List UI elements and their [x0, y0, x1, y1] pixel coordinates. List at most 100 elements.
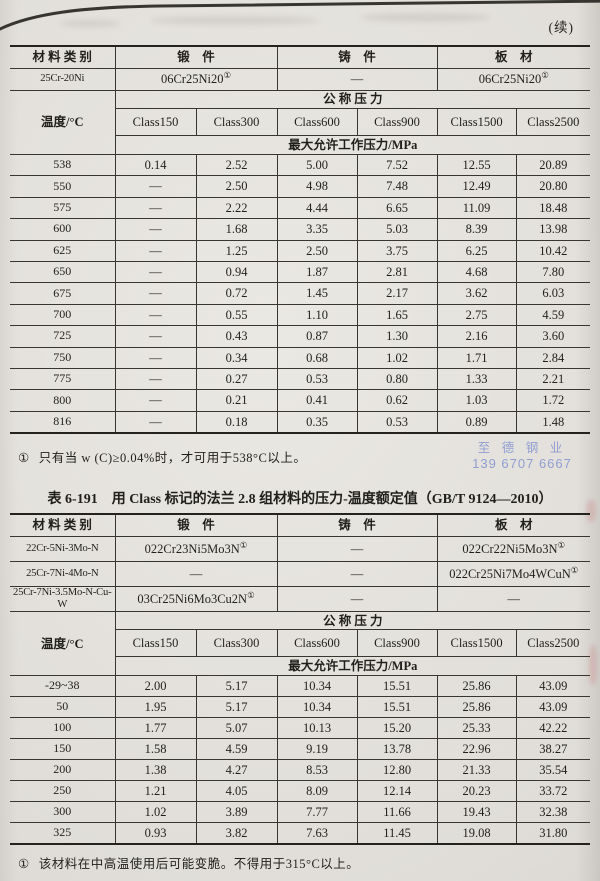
pressure-value-cell: 31.80	[515, 822, 591, 845]
pressure-value-cell: 10.34	[276, 675, 358, 698]
material-grade-cell: —	[276, 585, 438, 613]
footnote-2: ① 该材料在中高温使用后可能变脆。不得用于315°C以上。	[18, 853, 359, 872]
scan-ink-mark	[589, 645, 597, 685]
material-grade-cell: —	[436, 585, 591, 613]
temperature-cell: 750	[10, 346, 116, 369]
pressure-value-cell: 0.87	[276, 325, 358, 348]
table-row: 800—0.21 0.41 0.62 1.03 1.72	[10, 389, 591, 412]
material-row: 25Cr-7Ni-4Mo-N — —022Cr25Ni7Mo4WCuN①	[10, 561, 591, 587]
header-material-category: 材 料 类 别	[10, 513, 116, 537]
pressure-value-cell: 3.89	[195, 801, 278, 824]
header-class300: Class300	[195, 629, 278, 658]
pressure-temperature-table-1: 材 料 类 别 锻 件 铸 件 板 材 25Cr-20Ni 06Cr25Ni20①…	[10, 45, 591, 435]
pressure-value-cell: 25.86	[436, 696, 517, 719]
pressure-value-cell: 0.53	[276, 367, 358, 391]
header-temperature: 温度/°C	[10, 611, 116, 677]
watermark-phone: 139 6707 6667	[472, 456, 572, 471]
pressure-value-cell: —	[114, 196, 197, 220]
temperature-cell: 50	[10, 696, 116, 719]
header-material-category: 材 料 类 别	[10, 45, 116, 69]
pressure-value-cell: 11.66	[356, 801, 438, 824]
pressure-value-cell: 1.10	[276, 303, 358, 327]
table-row: 200 1.38 4.27 8.53 12.80 21.33 35.54	[10, 759, 591, 782]
table-row: 775—0.27 0.53 0.80 1.33 2.21	[10, 367, 591, 391]
header-forging: 锻 件	[114, 45, 278, 69]
temperature-cell: 150	[10, 738, 116, 761]
pressure-value-cell: 0.68	[276, 346, 358, 369]
pressure-value-cell: 0.62	[356, 389, 438, 412]
footnote-mark: ①	[18, 451, 30, 465]
header-class900: Class900	[356, 108, 438, 136]
header-class1500: Class1500	[436, 629, 517, 658]
pressure-value-cell: 7.80	[515, 260, 591, 284]
table-row: 725—0.43 0.87 1.30 2.16 3.60	[10, 325, 591, 348]
pressure-value-cell: 1.02	[356, 346, 438, 369]
material-row: 25Cr-20Ni 06Cr25Ni20① —06Cr25Ni20①	[10, 68, 591, 91]
column-header-row: 材 料 类 别 锻 件 铸 件 板 材	[10, 45, 591, 69]
pressure-value-cell: 5.17	[195, 675, 278, 698]
pressure-value-cell: 8.09	[276, 780, 358, 803]
temperature-cell: 538	[10, 153, 116, 177]
table-row: 575—2.22 4.44 6.65 11.09 18.48	[10, 196, 591, 220]
column-header-row: 材 料 类 别 锻 件 铸 件 板 材	[10, 513, 591, 537]
pressure-value-cell: 8.53	[276, 759, 358, 782]
pressure-value-cell: 1.48	[515, 410, 591, 434]
temperature-cell: 100	[10, 717, 116, 740]
pressure-value-cell: 4.27	[195, 759, 278, 782]
pressure-value-cell: 1.87	[276, 260, 358, 284]
material-grade-cell: —	[114, 561, 278, 587]
temperature-cell: 675	[10, 282, 116, 305]
material-grade-cell: —	[276, 536, 438, 562]
continued-label: (续)	[548, 20, 574, 35]
header-max-working-pressure: 最大允许工作压力/MPa	[115, 135, 591, 155]
header-class2500: Class2500	[515, 108, 591, 136]
header-class2500: Class2500	[515, 629, 591, 658]
pressure-value-cell: 21.33	[436, 759, 517, 782]
pressure-value-cell: —	[114, 282, 197, 305]
pressure-value-cell: 12.49	[436, 175, 517, 198]
pressure-value-cell: 1.58	[114, 738, 197, 761]
pressure-value-cell: 25.86	[436, 675, 517, 698]
pressure-value-cell: 13.98	[515, 218, 591, 241]
pressure-value-cell: —	[114, 175, 197, 198]
table-row: 538 0.14 2.52 5.00 7.52 12.55 20.89	[10, 153, 591, 177]
pressure-value-cell: 1.68	[195, 218, 278, 241]
pressure-value-cell: 1.33	[436, 367, 517, 391]
table-row: 600—1.68 3.35 5.03 8.39 13.98	[10, 218, 591, 241]
pressure-value-cell: 4.59	[195, 738, 278, 761]
pressure-value-cell: —	[114, 346, 197, 369]
pressure-value-cell: 4.05	[195, 780, 278, 803]
header-temperature: 温度/°C	[10, 90, 116, 155]
material-row: 22Cr-5Ni-3Mo-N 022Cr23Ni5Mo3N① —022Cr22Ni5…	[10, 536, 591, 562]
pressure-value-cell: 0.93	[114, 822, 197, 845]
scan-edge-line	[0, 0, 600, 31]
pressure-value-cell: 0.35	[276, 410, 358, 434]
table-row: 300 1.02 3.89 7.77 11.66 19.43 32.38	[10, 801, 591, 824]
pressure-value-cell: 8.39	[436, 218, 517, 241]
pressure-value-cell: 43.09	[515, 696, 591, 719]
pressure-value-cell: 9.19	[276, 738, 358, 761]
pressure-value-cell: 19.43	[436, 801, 517, 824]
material-grade-cell: 06Cr25Ni20①	[436, 68, 591, 91]
material-row: 25Cr-7Ni-3.5Mo-N-Cu-W 03Cr25Ni6Mo3Cu2N① — —	[10, 585, 591, 613]
material-grade-cell: 06Cr25Ni20①	[114, 68, 278, 91]
pressure-value-cell: 2.84	[515, 346, 591, 369]
temperature-cell: -29~38	[10, 675, 116, 698]
pressure-value-cell: 3.62	[436, 282, 517, 305]
pressure-value-cell: 6.65	[356, 196, 438, 220]
scan-smudge	[60, 20, 120, 27]
pressure-value-cell: 2.50	[195, 175, 278, 198]
pressure-value-cell: 2.81	[356, 260, 438, 284]
pressure-value-cell: —	[114, 239, 197, 262]
temperature-cell: 625	[10, 239, 116, 262]
watermark-stamp: 至 德 钢 业 139 6707 6667	[458, 437, 586, 471]
pressure-value-cell: —	[114, 410, 197, 434]
pressure-value-cell: 22.96	[436, 738, 517, 761]
footnote-1-text: 只有当 w (C)≥0.04%时，才可用于538°C以上。	[38, 451, 307, 465]
pressure-value-cell: —	[114, 367, 197, 391]
pressure-value-cell: 11.45	[356, 822, 438, 845]
pressure-value-cell: 2.52	[195, 153, 278, 177]
pressure-value-cell: 2.17	[356, 282, 438, 305]
header-class150: Class150	[115, 629, 197, 658]
pressure-value-cell: 0.80	[356, 367, 438, 391]
